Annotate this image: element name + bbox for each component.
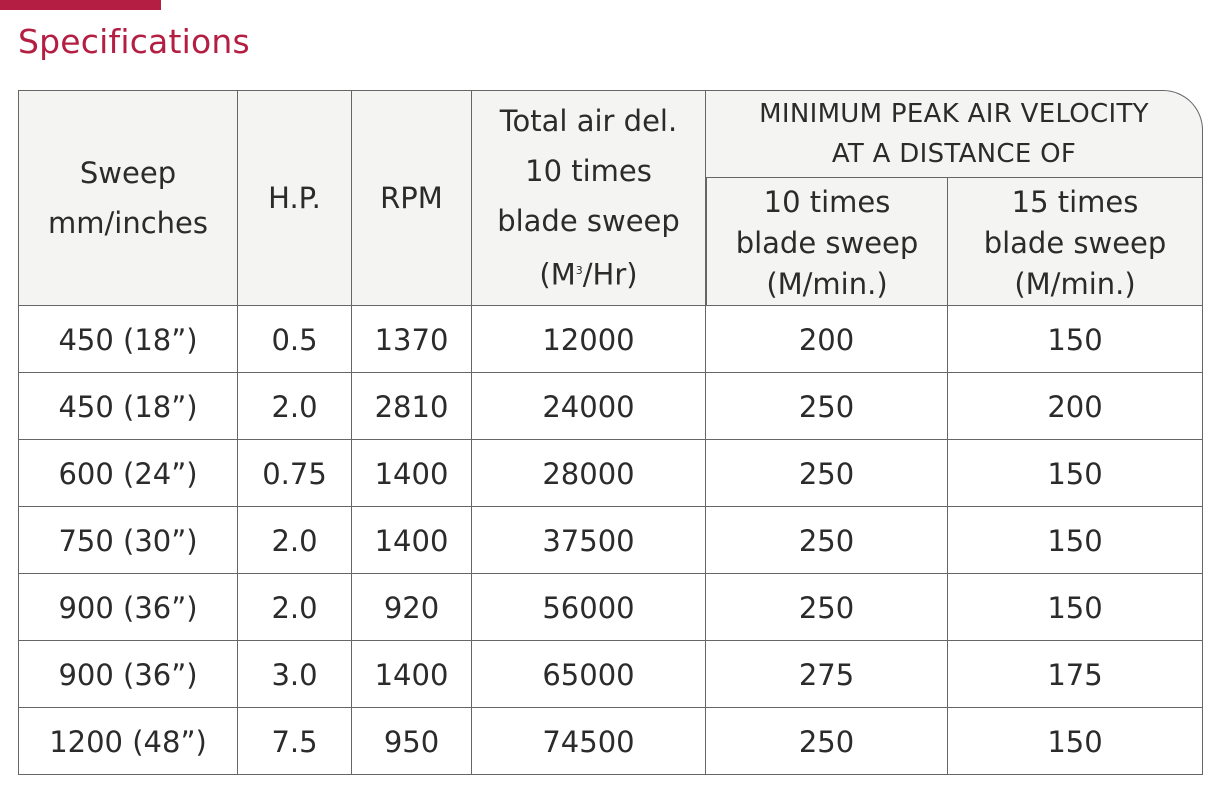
cell-velocity-10x: 250 [706,708,948,775]
cell-rpm: 1400 [352,440,472,507]
cell-air-delivery: 56000 [472,574,706,641]
cell-velocity-10x: 250 [706,574,948,641]
header-air-line2: 10 times [525,154,652,189]
cell-hp: 0.5 [238,306,352,373]
table-row: 900 (36”) 2.0 920 56000 250 150 [18,574,1204,641]
header-air-unit: (M3/Hr) [472,246,705,300]
header-vel15-line2: blade sweep [983,226,1167,260]
table-row: 1200 (48”) 7.5 950 74500 250 150 [18,708,1204,775]
cell-velocity-15x: 150 [948,574,1204,641]
cell-velocity-15x: 150 [948,306,1204,373]
cell-velocity-10x: 250 [706,507,948,574]
cell-hp: 2.0 [238,373,352,440]
header-vel10-line1: 10 times [763,185,891,219]
cell-sweep: 900 (36”) [18,574,238,641]
cell-rpm: 950 [352,708,472,775]
header-air-unit-rest: /Hr) [582,257,638,292]
header-vel15-line3: (M/min.) [1014,267,1136,301]
specifications-table: Sweep mm/inches H.P. RPM Total air del. … [18,90,1204,775]
cell-velocity-10x: 200 [706,306,948,373]
header-air-line3: blade sweep [497,204,680,239]
header-vel15-line1: 15 times [1011,185,1139,219]
header-velocity-line2: AT A DISTANCE OF [831,139,1077,169]
header-sweep-line1: Sweep [79,156,177,190]
cell-air-delivery: 24000 [472,373,706,440]
cell-rpm: 920 [352,574,472,641]
cell-sweep: 750 (30”) [18,507,238,574]
page-title: Specifications [18,22,250,61]
table-row: 600 (24”) 0.75 1400 28000 250 150 [18,440,1204,507]
cell-hp: 3.0 [238,641,352,708]
cell-sweep: 1200 (48”) [18,708,238,775]
cell-rpm: 1400 [352,641,472,708]
cell-air-delivery: 28000 [472,440,706,507]
cell-sweep: 900 (36”) [18,641,238,708]
cell-sweep: 450 (18”) [18,306,238,373]
table-row: 900 (36”) 3.0 1400 65000 275 175 [18,641,1204,708]
cell-air-delivery: 12000 [472,306,706,373]
header-air-unit-exp: 3 [575,264,583,278]
cell-velocity-15x: 200 [948,373,1204,440]
cell-velocity-10x: 275 [706,641,948,708]
cell-sweep: 450 (18”) [18,373,238,440]
table-row: 750 (30”) 2.0 1400 37500 250 150 [18,507,1204,574]
table-row: 450 (18”) 0.5 1370 12000 200 150 [18,306,1204,373]
header-vel10-line2: blade sweep [735,226,919,260]
table-row: 450 (18”) 2.0 2810 24000 250 200 [18,373,1204,440]
header-hp: H.P. [238,90,352,306]
cell-hp: 2.0 [238,574,352,641]
header-velocity-line1: MINIMUM PEAK AIR VELOCITY [759,99,1149,129]
cell-rpm: 1370 [352,306,472,373]
cell-velocity-10x: 250 [706,440,948,507]
accent-bar [0,0,161,10]
cell-air-delivery: 37500 [472,507,706,574]
header-velocity-10x: 10 times blade sweep (M/min.) [706,178,948,306]
header-rpm: RPM [352,90,472,306]
cell-rpm: 2810 [352,373,472,440]
cell-velocity-15x: 150 [948,708,1204,775]
cell-hp: 2.0 [238,507,352,574]
header-velocity-group: MINIMUM PEAK AIR VELOCITY AT A DISTANCE … [706,90,1204,178]
cell-velocity-15x: 175 [948,641,1204,708]
cell-velocity-15x: 150 [948,507,1204,574]
header-air-line1: Total air del. [499,104,678,139]
header-air-delivery: Total air del. 10 times blade sweep (M3/… [472,90,706,306]
header-velocity-15x: 15 times blade sweep (M/min.) [948,178,1204,306]
cell-hp: 7.5 [238,708,352,775]
cell-hp: 0.75 [238,440,352,507]
header-vel10-line3: (M/min.) [766,267,888,301]
cell-velocity-10x: 250 [706,373,948,440]
cell-rpm: 1400 [352,507,472,574]
cell-air-delivery: 65000 [472,641,706,708]
cell-velocity-15x: 150 [948,440,1204,507]
cell-sweep: 600 (24”) [18,440,238,507]
header-sweep-line2: mm/inches [48,206,208,240]
header-air-unit-m: (M [539,257,576,292]
header-sweep: Sweep mm/inches [18,90,238,306]
cell-air-delivery: 74500 [472,708,706,775]
